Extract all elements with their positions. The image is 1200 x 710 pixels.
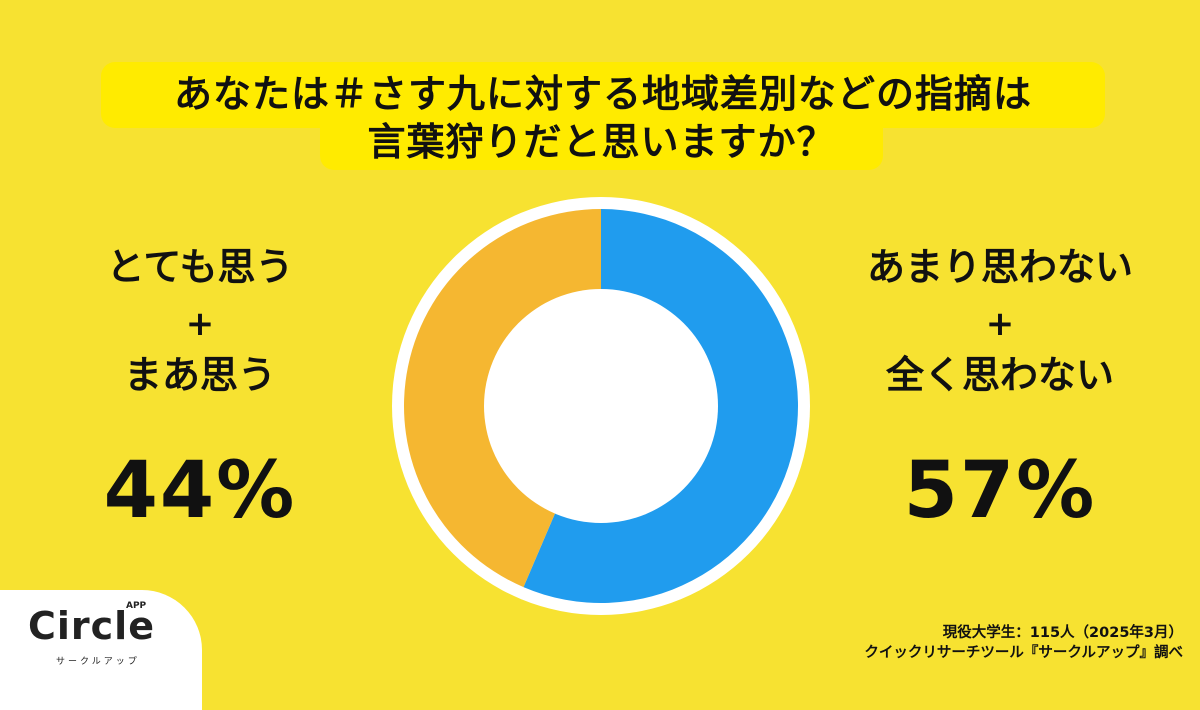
disagree-label-2: 全く思わない bbox=[885, 353, 1114, 397]
logo-subtitle: サークルアップ bbox=[56, 657, 140, 667]
donut-chart bbox=[392, 197, 810, 615]
donut-hole bbox=[484, 289, 718, 523]
disagree-plus: + bbox=[985, 304, 1015, 344]
agree-plus: + bbox=[185, 304, 215, 344]
agree-percent: 44% bbox=[103, 446, 297, 536]
agree-group: とても思う + まあ思う 44% bbox=[35, 244, 365, 536]
disagree-percent: 57% bbox=[903, 446, 1097, 536]
logo-app-badge: APP bbox=[126, 601, 147, 611]
title-highlight-line1 bbox=[101, 62, 1105, 128]
source-line2: クイックリサーチツール『サークルアップ』調べ bbox=[864, 645, 1183, 661]
disagree-label-1: あまり思わない bbox=[866, 245, 1133, 289]
source-note: 現役大学生：115人（2025年3月） クイックリサーチツール『サークルアップ』… bbox=[864, 623, 1183, 663]
title-highlight-line2 bbox=[320, 118, 883, 170]
title-line1: あなたは＃さす九に対する地域差別などの指摘は bbox=[173, 72, 1032, 116]
source-line1: 現役大学生：115人（2025年3月） bbox=[942, 625, 1183, 641]
logo-circle: Circle bbox=[28, 604, 155, 648]
agree-label-1: とても思う bbox=[106, 245, 294, 289]
agree-label-2: まあ思う bbox=[123, 353, 276, 397]
title-line2: 言葉狩りだと思いますか？ bbox=[367, 120, 836, 164]
disagree-group: あまり思わない + 全く思わない 57% bbox=[835, 244, 1165, 536]
